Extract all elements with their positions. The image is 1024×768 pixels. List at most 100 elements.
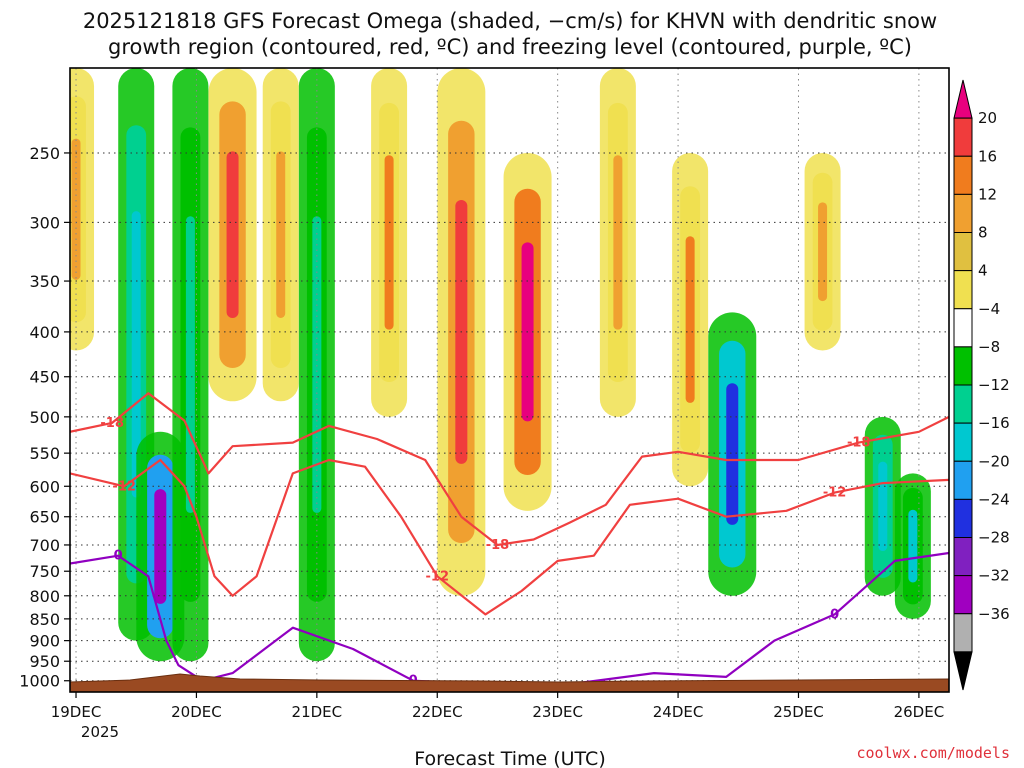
x-tick-label: 21DEC bbox=[292, 703, 343, 721]
x-tick-label: 24DEC bbox=[653, 703, 704, 721]
y-tick-label: 650 bbox=[29, 508, 60, 527]
contour-label: -12 bbox=[426, 569, 450, 584]
colorbar-top-arrow bbox=[953, 79, 973, 119]
omega-band-core bbox=[276, 151, 286, 318]
credit-text: coolwx.com/models bbox=[856, 744, 1010, 762]
colorbar-label: −24 bbox=[978, 490, 1010, 508]
y-tick-label: 500 bbox=[29, 408, 60, 427]
chart-title-line2: growth region (contoured, red, ºC) and f… bbox=[108, 35, 912, 59]
y-tick-label: 1000 bbox=[19, 672, 60, 691]
colorbar-segment bbox=[953, 346, 973, 386]
contour-minus18 bbox=[70, 392, 949, 547]
y-tick-label: 600 bbox=[29, 477, 60, 496]
plot-frame bbox=[69, 67, 950, 693]
omega-feature bbox=[208, 68, 257, 402]
omega-band-core bbox=[226, 151, 239, 318]
colorbar-label: 4 bbox=[978, 262, 988, 280]
x-axis-label: Forecast Time (UTC) bbox=[414, 748, 605, 768]
omega-band-core bbox=[726, 383, 739, 525]
omega-band-core bbox=[908, 509, 918, 583]
colorbar-segment bbox=[953, 498, 973, 538]
contour-label: -12 bbox=[823, 486, 847, 501]
colorbar-label: 8 bbox=[978, 224, 988, 242]
terrain-ground bbox=[69, 673, 950, 693]
colorbar-label: −8 bbox=[978, 338, 1000, 356]
x-tick-label: 26DEC bbox=[894, 703, 945, 721]
x-tick-label: 23DEC bbox=[532, 703, 583, 721]
chart-title-line1: 2025121818 GFS Forecast Omega (shaded, −… bbox=[83, 9, 937, 33]
y-tick-label: 900 bbox=[29, 632, 60, 651]
y-tick-label: 850 bbox=[29, 610, 60, 629]
colorbar-bottom-arrow bbox=[953, 651, 973, 691]
omega-feature bbox=[262, 68, 299, 402]
omega-feature bbox=[599, 68, 636, 417]
y-axis: 250 300 350 400 450 500 550 600 650 700 750 800 850 9… bbox=[19, 144, 70, 691]
colorbar-segment bbox=[953, 460, 973, 500]
contour-label: -12 bbox=[112, 479, 136, 494]
x-tick-label: 25DEC bbox=[773, 703, 824, 721]
colorbar-segment bbox=[953, 117, 973, 157]
omega-feature bbox=[894, 473, 931, 619]
omega-band-core bbox=[131, 211, 141, 498]
y-tick-label: 350 bbox=[29, 272, 60, 291]
y-tick-label: 450 bbox=[29, 368, 60, 387]
omega-feature bbox=[136, 431, 185, 662]
omega-band-core bbox=[154, 489, 167, 604]
y-tick-label: 550 bbox=[29, 444, 60, 463]
y-tick-label: 300 bbox=[29, 213, 60, 232]
contour-label: -18 bbox=[847, 436, 871, 451]
omega-band-core bbox=[71, 138, 81, 280]
x-tick-label: 22DEC bbox=[412, 703, 463, 721]
contour-lines: -18-18-18-12-12-12000 bbox=[70, 392, 949, 689]
contour-minus12 bbox=[70, 458, 949, 616]
colorbar-segment bbox=[953, 193, 973, 233]
omega-feature bbox=[708, 312, 757, 596]
y-tick-label: 950 bbox=[29, 652, 60, 671]
omega-band-core bbox=[312, 216, 322, 513]
colorbar-label: −36 bbox=[978, 605, 1010, 623]
colorbar-segment bbox=[953, 270, 973, 310]
omega-band-core bbox=[613, 155, 623, 330]
colorbar-label: −28 bbox=[978, 529, 1010, 547]
omega-feature bbox=[298, 68, 335, 662]
omega-feature bbox=[371, 68, 408, 417]
y-tick-label: 250 bbox=[29, 144, 60, 163]
colorbar-segment bbox=[953, 384, 973, 424]
omega-band-core bbox=[878, 461, 888, 552]
colorbar-segment bbox=[953, 232, 973, 272]
omega-band-core bbox=[185, 216, 195, 513]
y-tick-label: 700 bbox=[29, 536, 60, 555]
contour-label: -18 bbox=[486, 538, 510, 553]
colorbar-label: 12 bbox=[978, 185, 997, 203]
colorbar-label: −16 bbox=[978, 414, 1010, 432]
y-tick-label: 750 bbox=[29, 562, 60, 581]
y-tick-label: 800 bbox=[29, 587, 60, 606]
x-axis: 19DEC 20DEC 21DEC 22DEC 23DEC 24DEC 25DEC 26DEC bbox=[51, 692, 944, 721]
omega-feature bbox=[672, 152, 709, 487]
colorbar-label: −32 bbox=[978, 567, 1010, 585]
contour-label: -18 bbox=[100, 416, 124, 431]
colorbar-label: 16 bbox=[978, 147, 997, 165]
x-tick-label: 19DEC bbox=[51, 703, 102, 721]
colorbar-label: −20 bbox=[978, 452, 1010, 470]
omega-feature bbox=[804, 152, 841, 351]
colorbar-label: −4 bbox=[978, 300, 1000, 318]
colorbar: 20 16 12 8 4 −4 −8 −12 −16 −20 −24 −28 −32 −36 bbox=[953, 79, 1010, 691]
colorbar-segment bbox=[953, 308, 973, 348]
colorbar-segment bbox=[953, 422, 973, 462]
x-tick-label: 20DEC bbox=[171, 703, 222, 721]
omega-feature bbox=[70, 68, 95, 351]
contour-label: 0 bbox=[830, 607, 839, 622]
colorbar-label: −12 bbox=[978, 376, 1010, 394]
omega-band-core bbox=[818, 202, 828, 302]
omega-feature bbox=[172, 68, 209, 662]
colorbar-segment bbox=[953, 575, 973, 615]
contour-label: 0 bbox=[114, 549, 123, 564]
colorbar-segment bbox=[953, 155, 973, 195]
omega-band-core bbox=[384, 155, 394, 330]
colorbar-segment bbox=[953, 613, 973, 653]
colorbar-label: 20 bbox=[978, 109, 997, 127]
omega-band-core bbox=[685, 236, 695, 403]
year-label: 2025 bbox=[81, 723, 119, 741]
